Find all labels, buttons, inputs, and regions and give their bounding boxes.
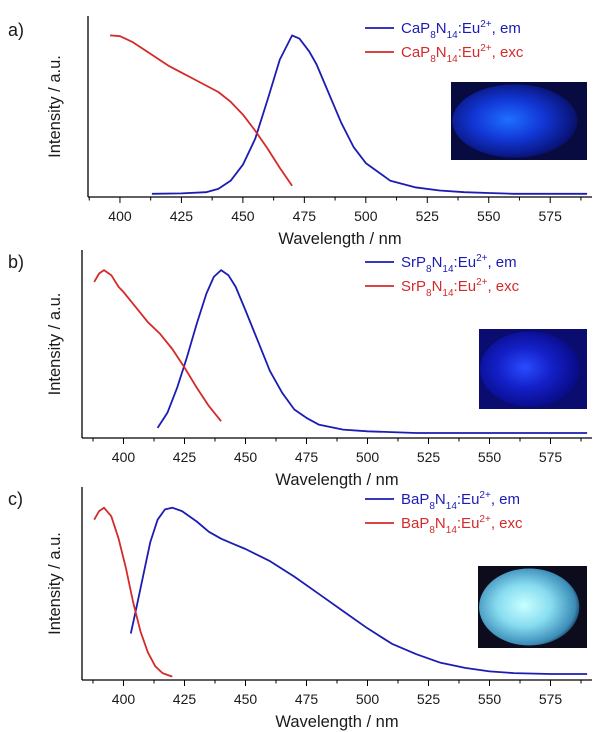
panel-1: a) 400 425 450 475 500 525 550 575 Wavelength / n…: [8, 16, 592, 248]
legend-sub2: 14: [442, 288, 454, 299]
legend-sup: 2+: [479, 514, 491, 525]
legend-sub1: 8: [430, 30, 436, 41]
legend-sup: 2+: [480, 19, 492, 30]
inset-photo-glow: [479, 568, 580, 646]
series-line-exc: [93, 269, 222, 422]
legend-sub2: 14: [442, 264, 454, 275]
x-axis-label: Wavelength / nm: [275, 713, 398, 731]
legend-dopant: :Eu: [454, 278, 477, 295]
legend-dopant: :Eu: [457, 515, 480, 532]
legend-base: BaP: [401, 515, 429, 532]
legend-dopant: :Eu: [458, 44, 481, 61]
x-tick-label: 525: [417, 691, 441, 707]
series-line-em: [151, 34, 588, 195]
legend-sub1: 8: [426, 264, 432, 275]
legend-suffix: , exc: [491, 515, 523, 532]
legend-suffix: , em: [487, 254, 516, 271]
x-tick-label: 500: [354, 208, 378, 224]
x-tick-label: 400: [112, 691, 136, 707]
legend-suffix: , em: [491, 491, 520, 508]
legend-sub1: 8: [429, 525, 435, 536]
x-tick-label: 475: [295, 449, 319, 465]
x-tick-label: 400: [112, 449, 136, 465]
legend-base: SrP: [401, 254, 426, 271]
y-axis-label: Intensity / a.u.: [46, 532, 64, 635]
legend-dopant: :Eu: [457, 491, 480, 508]
x-axis-label: Wavelength / nm: [275, 471, 398, 489]
legend-mid: N: [436, 44, 447, 61]
legend-sub1: 8: [426, 288, 432, 299]
legend-entry: CaP8N14:Eu2+, em: [401, 19, 521, 41]
x-tick-label: 475: [293, 208, 317, 224]
legend-entry: SrP8N14:Eu2+, exc: [401, 277, 520, 299]
legend-mid: N: [435, 491, 446, 508]
x-tick-label: 425: [173, 691, 197, 707]
legend-sup: 2+: [480, 43, 492, 54]
legend-sub2: 14: [446, 501, 458, 512]
series-line-exc: [110, 34, 293, 187]
panel-3: c) 400 425 450 475 500 525 550 575 Wavelength / n…: [8, 487, 592, 731]
legend-sub2: 14: [447, 30, 459, 41]
legend-base: BaP: [401, 491, 429, 508]
legend-mid: N: [436, 20, 447, 37]
legend-sup: 2+: [479, 490, 491, 501]
panel-label: c): [8, 489, 23, 509]
panel-2: b) 400 425 450 475 500 525 550 575 Wavelength / n…: [8, 250, 592, 489]
series-line-exc: [93, 506, 173, 678]
legend-entry: CaP8N14:Eu2+, exc: [401, 43, 524, 65]
legend-suffix: , exc: [492, 44, 524, 61]
x-tick-label: 450: [234, 449, 258, 465]
series-line-em: [156, 269, 588, 434]
legend-base: SrP: [401, 278, 426, 295]
legend-dopant: :Eu: [454, 254, 477, 271]
series-line-em: [129, 506, 588, 675]
x-tick-label: 425: [170, 208, 194, 224]
x-axis-label: Wavelength / nm: [278, 230, 401, 248]
legend-suffix: , exc: [487, 278, 519, 295]
legend-entry: BaP8N14:Eu2+, em: [401, 490, 520, 512]
legend-suffix: , em: [492, 20, 521, 37]
x-tick-label: 525: [417, 449, 441, 465]
x-tick-label: 450: [234, 691, 258, 707]
x-tick-label: 575: [539, 208, 563, 224]
y-axis-label: Intensity / a.u.: [46, 55, 64, 158]
legend-sub1: 8: [429, 501, 435, 512]
legend-mid: N: [435, 515, 446, 532]
x-tick-label: 550: [477, 208, 501, 224]
legend-entry: BaP8N14:Eu2+, exc: [401, 514, 523, 536]
inset-photo-glow: [480, 331, 580, 407]
x-tick-label: 400: [108, 208, 132, 224]
y-axis-label: Intensity / a.u.: [46, 293, 64, 396]
legend-sub2: 14: [447, 54, 459, 65]
x-tick-label: 550: [478, 449, 502, 465]
x-tick-label: 525: [416, 208, 440, 224]
inset-photo-glow: [452, 84, 578, 158]
x-tick-label: 500: [356, 449, 380, 465]
panel-label: b): [8, 252, 24, 272]
x-tick-label: 575: [539, 691, 563, 707]
x-tick-label: 550: [478, 691, 502, 707]
legend-base: CaP: [401, 20, 430, 37]
legend-dopant: :Eu: [458, 20, 481, 37]
x-tick-label: 475: [295, 691, 319, 707]
x-tick-label: 575: [539, 449, 563, 465]
panel-label: a): [8, 20, 24, 40]
x-tick-label: 425: [173, 449, 197, 465]
legend-sup: 2+: [476, 277, 488, 288]
legend-sup: 2+: [476, 253, 488, 264]
legend-mid: N: [432, 278, 443, 295]
legend-entry: SrP8N14:Eu2+, em: [401, 253, 517, 275]
legend-mid: N: [432, 254, 443, 271]
legend-sub2: 14: [446, 525, 458, 536]
x-tick-label: 450: [231, 208, 255, 224]
legend-sub1: 8: [430, 54, 436, 65]
legend-base: CaP: [401, 44, 430, 61]
x-tick-label: 500: [356, 691, 380, 707]
